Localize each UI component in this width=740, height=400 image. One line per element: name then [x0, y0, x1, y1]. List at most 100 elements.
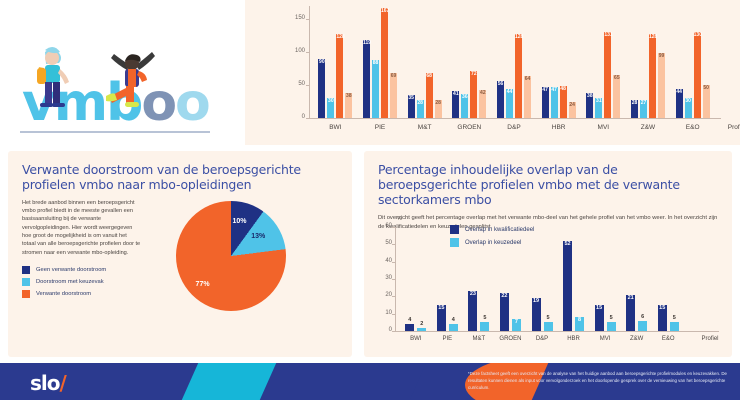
top-chart-bar-value: 48	[560, 86, 566, 93]
top-chart-x-axis-label: Profiel	[727, 124, 740, 131]
top-chart-bar-value: 38	[346, 92, 352, 99]
vmbo-wordmark-o1: o	[141, 73, 177, 133]
overlap-chart-bar: 15	[436, 305, 446, 331]
top-chart-bar: 36	[461, 94, 469, 118]
left-panel: Verwante doorstroom van de beroepsgerich…	[0, 145, 358, 363]
overlap-chart-category-label: PIE	[442, 336, 453, 342]
top-chart-panel: 0 50 100 150 90 30 128 38 BWI 119 88 167 69 PIE 35 28 68…	[245, 0, 740, 145]
top-chart-bar: 38	[345, 92, 353, 118]
top-chart-bar: 167	[381, 7, 389, 118]
top-chart-bar: 65	[613, 75, 621, 118]
footer: slo/ *Deze factsheet geeft een overzicht…	[0, 363, 740, 400]
pie-label-keuzevak: 13%	[251, 233, 266, 241]
overlap-chart-category-label: Z&W	[629, 336, 644, 342]
top-chart-bar: 41	[452, 90, 460, 118]
overlap-bar-chart: % 0 10 20 30 40 50 60 4 2 BWI 15 4 PIE 23 5 M&T 22 7 GROEN 1…	[374, 209, 729, 349]
overlap-chart-category-label: MVI	[599, 336, 611, 342]
top-chart-bar: 47	[541, 87, 549, 118]
top-chart-bar: 48	[559, 86, 567, 118]
overlap-chart-bar: 52	[563, 240, 573, 331]
right-card-title: Percentage inhoudelijke overlap van de b…	[378, 162, 680, 207]
top-chart-bar-value: 99	[658, 52, 665, 59]
top-chart-bar-value: 47	[542, 87, 548, 94]
legend-item-keuzevak: Doorstroom met keuzevak	[22, 278, 148, 287]
top-chart-category-label: Z&W	[640, 124, 656, 131]
overlap-chart-category-label: M&T	[472, 336, 486, 342]
overlap-chart-category-label: HBR	[567, 336, 580, 342]
top-chart-category-label: BWI	[329, 124, 342, 131]
legend-item-geen-verwante: Geen verwante doorstroom	[22, 266, 148, 275]
legend-label-1: Doorstroom met keuzevak	[36, 279, 104, 286]
slo-logo-slash: /	[59, 371, 67, 395]
top-chart-bar-value: 64	[524, 75, 531, 82]
overlap-chart-ytick: 30	[385, 275, 392, 281]
top-chart-bar: 64	[524, 75, 531, 118]
left-card-body-text: Het brede aanbod binnen een beroepsgeric…	[22, 199, 141, 256]
overlap-chart-bar-value: 4	[451, 317, 455, 324]
top-chart-category-label: PIE	[374, 124, 386, 131]
overlap-chart-bar-value: 19	[532, 298, 540, 305]
overlap-chart-bar: 23	[468, 291, 478, 331]
overlap-legend-swatch	[450, 238, 459, 247]
top-chart-bar-value: 50	[703, 85, 709, 92]
top-chart-ytick-mark	[306, 118, 309, 119]
top-chart-bar-value: 88	[372, 60, 379, 67]
top-chart-ytick: 100	[294, 48, 305, 55]
overlap-chart-bar-value: 21	[627, 294, 634, 301]
top-chart-bar: 99	[658, 52, 665, 118]
top-chart-category-label: HBR	[551, 124, 566, 131]
overlap-chart-bar: 4	[448, 318, 458, 331]
top-chart-bar: 35	[407, 94, 415, 118]
top-chart-bar-value: 27	[640, 100, 647, 107]
top-chart-bar: 38	[586, 92, 594, 118]
top-chart-category-label: E&O	[685, 124, 700, 131]
top-chart-bar-value: 128	[336, 33, 345, 40]
overlap-chart-ytick-mark	[392, 244, 395, 246]
overlap-chart-category-label: BWI	[410, 336, 422, 342]
top-chart-bar-value: 30	[328, 98, 334, 105]
top-chart-ytick: 150	[294, 15, 305, 22]
top-chart-bar-value: 69	[390, 72, 397, 79]
top-chart-y-axis	[309, 6, 310, 118]
footer-shape-navy-mid	[259, 363, 427, 400]
overlap-chart-bar: 8	[575, 317, 585, 331]
overlap-chart-y-axis	[395, 227, 396, 331]
overlap-chart-bar: 2	[417, 321, 427, 331]
overlap-chart-ytick-mark	[392, 261, 395, 263]
overlap-chart-category-label: E&O	[661, 336, 675, 342]
overlap-chart-ytick: 40	[385, 257, 392, 264]
overlap-chart-ytick-mark	[392, 227, 395, 228]
vmbo-wordmark-o2: o	[175, 73, 211, 133]
student-figure-right	[106, 52, 155, 107]
top-chart-bar: 128	[649, 33, 657, 118]
top-chart-bar-value: 35	[408, 94, 414, 101]
overlap-chart-ytick: 20	[385, 292, 392, 299]
overlap-chart-ytick: 10	[385, 309, 392, 316]
top-chart-bar-value: 68	[426, 73, 432, 80]
top-chart-bar: 50	[702, 85, 710, 118]
slo-logo[interactable]: slo/	[30, 371, 67, 395]
top-chart-bar: 44	[675, 89, 683, 118]
top-chart-bar: 88	[372, 60, 379, 118]
top-chart-bar: 28	[631, 99, 638, 118]
top-chart-bar-value: 24	[569, 102, 575, 109]
bottom-row: Verwante doorstroom van de beroepsgerich…	[0, 145, 740, 363]
overlap-legend-item-keuzedeel: Overlap in keuzedeel	[450, 238, 521, 247]
top-chart-x-axis	[309, 118, 721, 119]
pie-legend: Geen verwante doorstroom Doorstroom met …	[22, 266, 148, 299]
top-chart-category-label: MVI	[597, 124, 610, 131]
top-chart-bar: 44	[506, 89, 513, 118]
footer-disclaimer: *Deze factsheet geeft een overzicht van …	[468, 371, 727, 390]
top-chart-bar: 27	[640, 100, 647, 118]
overlap-chart-bar-value: 7	[514, 318, 518, 325]
top-chart-bar: 72	[470, 70, 478, 118]
top-chart-category-label: M&T	[417, 124, 432, 131]
pie-wrap: 10% 13% 77%	[148, 199, 338, 311]
top-chart-bar-value: 30	[685, 98, 691, 105]
top-chart-bar: 130	[693, 32, 702, 118]
top-chart-bar-value: 31	[596, 97, 602, 104]
overlap-chart-bar-value: 15	[659, 305, 666, 311]
top-chart-category-label: GROEN	[457, 124, 482, 131]
overlap-chart-bar: 7	[511, 318, 521, 331]
